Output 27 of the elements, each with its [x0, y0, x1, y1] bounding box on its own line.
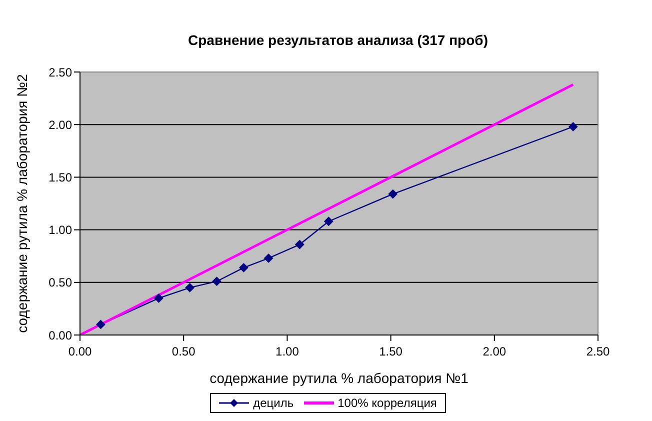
- chart-title: Сравнение результатов анализа (317 проб): [188, 32, 488, 48]
- y-axis-title: содержание рутила % лаборатория №2: [14, 74, 30, 333]
- x-tick-label: 2.50: [586, 344, 610, 359]
- y-tick-label: 2.00: [48, 118, 72, 132]
- point: [96, 320, 106, 329]
- point: [324, 216, 334, 226]
- point: [388, 190, 398, 199]
- y-tick-label: 0.50: [48, 276, 72, 290]
- y-tick-label: 2.50: [48, 65, 72, 80]
- point: [212, 276, 222, 286]
- x-tick-label: 0.00: [68, 344, 92, 359]
- x-tick-label: 0.50: [172, 344, 196, 359]
- point: [239, 263, 248, 272]
- point: [295, 240, 304, 250]
- legend-label: 100% корреляция: [336, 396, 437, 410]
- x-tick-label: 1.50: [379, 344, 403, 359]
- legend-label: дециль: [252, 396, 294, 410]
- point: [264, 254, 274, 263]
- y-tick-label: 1.50: [48, 170, 72, 184]
- y-tick-label: 0.00: [48, 328, 72, 342]
- point: [185, 283, 194, 292]
- point: [568, 122, 578, 132]
- point: [154, 294, 164, 303]
- x-tick-label: 2.00: [482, 344, 506, 359]
- x-tick-label: 1.00: [276, 344, 300, 359]
- x-axis-title: содержание рутила % лаборатория №1: [210, 370, 469, 386]
- y-tick-label: 1.00: [48, 223, 72, 238]
